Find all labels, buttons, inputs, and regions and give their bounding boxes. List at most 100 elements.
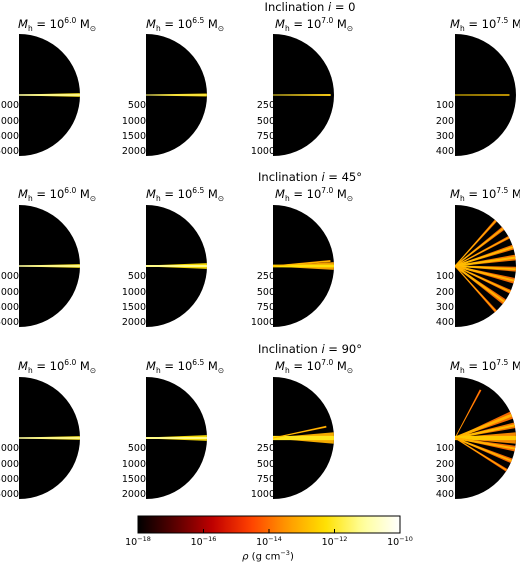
density-ray-core — [455, 265, 514, 294]
radius-tick-label: 100 — [435, 271, 454, 283]
radius-tick-label: 750 — [256, 301, 275, 313]
radius-tick-label: 2000 — [121, 489, 146, 500]
density-panel — [273, 34, 334, 156]
radius-tick-label: 200 — [435, 458, 454, 470]
row-title: Inclination i = 0 — [264, 0, 356, 14]
density-panel — [19, 205, 80, 327]
radius-tick-label: 400 — [435, 317, 454, 328]
radius-tick-label: 1000 — [250, 317, 275, 328]
radius-tick-label: 3000 — [0, 301, 19, 313]
colorbar-tick-label: 10−14 — [256, 535, 282, 549]
density-ray-core — [455, 265, 499, 314]
density-panel — [455, 34, 516, 156]
radius-tick-label: 500 — [256, 115, 275, 127]
panel-title: Mh = 106.5 M⊙ — [146, 186, 225, 204]
radius-tick-label: 250 — [256, 100, 275, 112]
radius-tick-label: 2000 — [0, 286, 19, 298]
density-ray-core — [455, 437, 507, 471]
radius-tick-label: 500 — [256, 286, 275, 298]
panel-title: Mh = 107.5 M⊙ — [450, 186, 520, 204]
density-panel — [146, 34, 207, 156]
radius-tick-label: 100 — [435, 443, 454, 455]
colorbar — [137, 515, 401, 534]
radius-tick-label: 500 — [127, 271, 146, 283]
row-title: Inclination i = 45° — [258, 170, 362, 184]
density-panel — [146, 377, 207, 499]
radius-tick-label: 2000 — [121, 317, 146, 328]
radius-tick-label: 1000 — [250, 489, 275, 500]
radius-tick-label: 500 — [127, 443, 146, 455]
radius-tick-label: 1000 — [121, 286, 146, 298]
radius-tick-label: 750 — [256, 473, 275, 485]
density-panel — [19, 34, 80, 156]
density-ray-core — [455, 264, 516, 283]
density-ray-core — [455, 436, 516, 451]
radius-tick-label: 100 — [435, 100, 454, 112]
density-ray-core — [455, 412, 515, 440]
radius-tick-label: 1000 — [121, 458, 146, 470]
radius-tick-label: 2000 — [0, 115, 19, 127]
radius-tick-label: 3000 — [0, 130, 19, 142]
radius-tick-label: 250 — [256, 271, 275, 283]
radius-tick-label: 300 — [435, 301, 454, 313]
radius-tick-label: 200 — [435, 286, 454, 298]
density-panel — [455, 205, 516, 327]
radius-tick-label: 1000 — [250, 146, 275, 157]
density-ray-core — [273, 260, 331, 267]
colorbar-tick-label: 10−18 — [125, 535, 151, 549]
density-ray-core — [455, 265, 516, 271]
radius-tick-label: 400 — [435, 146, 454, 157]
radius-tick-label: 3000 — [0, 473, 19, 485]
radius-tick-label: 1500 — [121, 130, 146, 142]
radius-tick-label: 2000 — [121, 146, 146, 157]
radius-tick-label: 250 — [256, 443, 275, 455]
density-panel — [273, 377, 334, 499]
panel-title: Mh = 107.0 M⊙ — [275, 16, 354, 34]
radius-tick-label: 4000 — [0, 489, 19, 500]
density-ray-core — [273, 426, 327, 439]
radius-tick-label: 4000 — [0, 317, 19, 328]
density-ray-core — [455, 423, 516, 440]
radius-tick-label: 1000 — [0, 100, 19, 112]
density-ray-core — [455, 226, 506, 267]
radius-tick-label: 1500 — [121, 473, 146, 485]
panel-title: Mh = 106.5 M⊙ — [146, 16, 225, 34]
density-ray-core — [455, 437, 515, 463]
panel-title: Mh = 106.0 M⊙ — [18, 358, 97, 376]
radius-tick-label: 500 — [127, 100, 146, 112]
density-ray-core — [455, 235, 512, 267]
radius-tick-label: 400 — [435, 489, 454, 500]
panel-title: Mh = 107.0 M⊙ — [275, 358, 354, 376]
density-ray-core — [455, 265, 508, 305]
radius-tick-label: 300 — [435, 473, 454, 485]
panel-title: Mh = 106.5 M⊙ — [146, 358, 225, 376]
panel-title: Mh = 106.0 M⊙ — [18, 186, 97, 204]
colorbar-tick-label: 10−12 — [321, 535, 348, 549]
density-panel — [146, 205, 207, 327]
colorbar-tick-label: 10−10 — [387, 535, 413, 549]
radius-tick-label: 4000 — [0, 146, 19, 157]
panel-title: Mh = 107.0 M⊙ — [275, 186, 354, 204]
density-panel — [19, 377, 80, 499]
radius-tick-label: 750 — [256, 130, 275, 142]
row-title: Inclination i = 90° — [258, 342, 362, 356]
radius-tick-label: 500 — [256, 458, 275, 470]
radius-tick-label: 2000 — [0, 458, 19, 470]
radius-tick-label: 1000 — [0, 443, 19, 455]
radius-tick-label: 200 — [435, 115, 454, 127]
density-panel — [273, 205, 334, 327]
panel-title: Mh = 107.5 M⊙ — [450, 358, 520, 376]
density-ray-core — [455, 245, 516, 267]
panel-title: Mh = 107.5 M⊙ — [450, 16, 520, 34]
colorbar-tick-label: 10−16 — [190, 535, 217, 549]
radius-tick-label: 300 — [435, 130, 454, 142]
radius-tick-label: 1000 — [121, 115, 146, 127]
panel-title: Mh = 106.0 M⊙ — [18, 16, 97, 34]
colorbar-label: ρ (g cm−3) — [242, 549, 294, 563]
density-ray-core — [455, 389, 481, 439]
radius-tick-label: 1000 — [0, 271, 19, 283]
radius-tick-label: 1500 — [121, 301, 146, 313]
density-ray-core — [455, 256, 516, 268]
density-ray-core — [455, 218, 499, 267]
density-panel — [455, 377, 516, 499]
